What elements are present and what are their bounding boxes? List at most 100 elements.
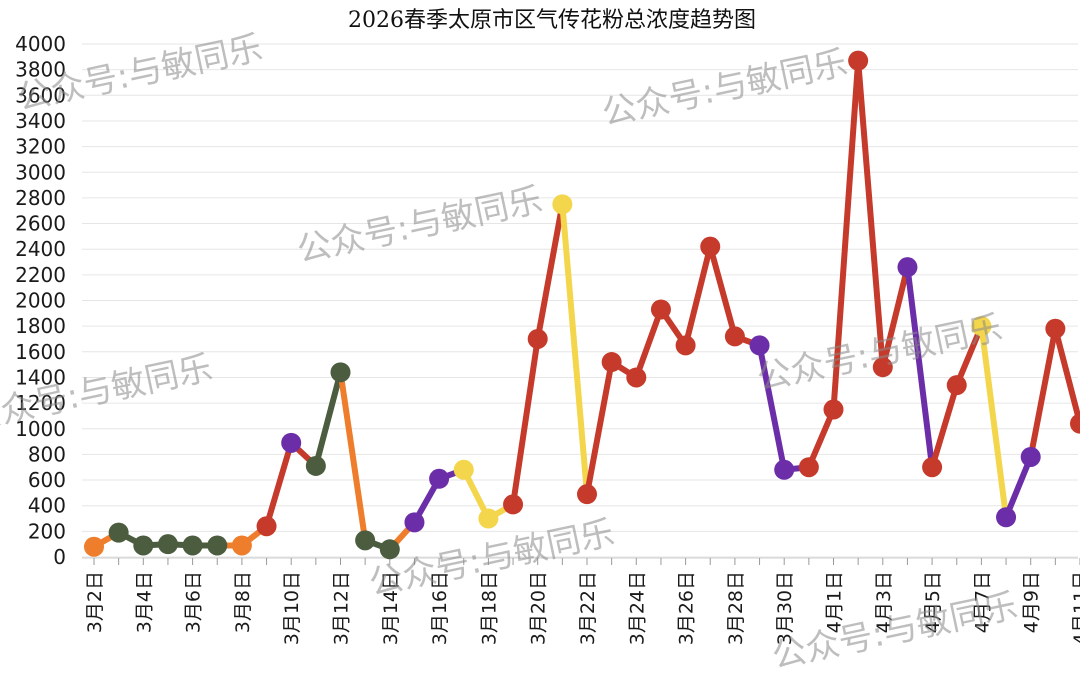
data-point (872, 357, 893, 378)
line-segment (337, 369, 369, 544)
data-point (724, 326, 745, 347)
data-point (922, 457, 943, 478)
y-tick-label: 3200 (15, 135, 66, 159)
x-tick-label: 3月2日 (84, 571, 106, 633)
data-point (527, 328, 548, 349)
data-point (404, 512, 425, 533)
line-segment (978, 323, 1010, 521)
x-tick-label: 3月4日 (133, 571, 155, 633)
watermark-3: 公众号:与敏同乐 (294, 180, 546, 271)
data-point (823, 399, 844, 420)
line-segment (879, 264, 911, 371)
data-point (996, 507, 1017, 528)
grid-layer (82, 43, 1078, 558)
data-point (798, 457, 819, 478)
line-segment (707, 243, 738, 340)
line-segment (805, 406, 837, 471)
y-tick-label: 2200 (15, 263, 66, 287)
y-tick-label: 1400 (15, 365, 66, 389)
y-tick-label: 1800 (15, 314, 66, 338)
data-point (133, 535, 154, 556)
watermark-2: 公众号:与敏同乐 (599, 43, 851, 134)
data-point (281, 432, 302, 453)
line-segment (1027, 325, 1059, 460)
x-tick-label: 4月9日 (1021, 571, 1043, 633)
data-point (84, 536, 104, 557)
data-point (182, 535, 203, 556)
y-tick-label: 800 (28, 442, 66, 466)
line-segment (263, 439, 295, 530)
y-tick-label: 2000 (15, 289, 66, 313)
data-point (848, 50, 869, 71)
data-point (552, 194, 573, 215)
data-point (675, 335, 696, 356)
line-segment (312, 369, 344, 469)
line-segment (584, 359, 615, 498)
x-tick-label: 3月16日 (429, 571, 451, 645)
x-tick-label: 3月8日 (232, 571, 254, 633)
data-point (650, 299, 671, 320)
x-tick-label: 3月6日 (183, 571, 205, 633)
y-tick-label: 2800 (15, 186, 66, 210)
x-tick-label: 3月30日 (774, 571, 796, 645)
series-points (84, 50, 1080, 560)
x-tick-label: 3月24日 (626, 571, 648, 645)
x-axis: 3月2日 3月4日 3月6日 3月8日 3月10日 3月12日 3月14日 3月16日 3月18… (82, 557, 1080, 645)
data-point (231, 535, 252, 556)
line-segment (830, 57, 862, 413)
line-segment (756, 342, 788, 473)
x-tick-label: 3月18日 (478, 571, 500, 645)
line-segment (904, 264, 936, 471)
data-point (207, 535, 228, 556)
data-point (108, 522, 129, 543)
y-tick-label: 3600 (15, 83, 66, 107)
y-tick-label: 1200 (15, 391, 66, 415)
data-point (379, 539, 400, 560)
data-point (256, 516, 277, 537)
line-segment (855, 57, 886, 371)
line-segment (1003, 453, 1034, 521)
x-tick-label: 4月3日 (873, 571, 895, 633)
data-point (601, 352, 622, 373)
x-tick-label: 3月12日 (331, 571, 353, 645)
data-point (700, 236, 721, 257)
data-point (157, 534, 178, 555)
x-tick-label: 3月14日 (380, 571, 402, 645)
x-tick-label: 4月11日 (1070, 571, 1080, 645)
data-point (355, 530, 376, 551)
y-tick-label: 200 (28, 519, 66, 543)
line-segment (510, 335, 541, 508)
data-point (946, 375, 967, 396)
data-point (897, 257, 918, 278)
data-point (1070, 413, 1080, 434)
y-tick-label: 2600 (15, 212, 66, 236)
x-tick-label: 3月22日 (577, 571, 599, 645)
data-point (478, 508, 499, 529)
line-segment (929, 382, 960, 471)
x-tick-label: 3月10日 (281, 571, 303, 645)
y-tick-label: 1000 (15, 417, 66, 441)
y-tick-label: 2400 (15, 237, 66, 261)
line-segment (559, 201, 590, 498)
line-segment (953, 323, 985, 389)
y-tick-label: 4000 (15, 32, 66, 56)
x-tick-label: 3月26日 (676, 571, 698, 645)
y-tick-label: 3800 (15, 58, 66, 82)
data-point (1020, 446, 1041, 467)
data-point (1045, 318, 1066, 339)
data-point (330, 362, 351, 383)
x-tick-label: 4月1日 (824, 571, 846, 633)
y-tick-label: 400 (28, 494, 66, 518)
line-segment (682, 243, 714, 349)
data-point (749, 335, 770, 356)
x-tick-label: 3月20日 (528, 571, 550, 645)
y-tick-label: 3000 (15, 160, 66, 184)
line-segment (1052, 325, 1080, 427)
y-axis: 0200400600800100012001400160018002000220… (15, 32, 66, 569)
data-point (453, 459, 474, 480)
data-point (626, 367, 647, 388)
data-point (577, 484, 597, 505)
data-point (305, 455, 326, 476)
y-tick-label: 600 (28, 468, 66, 492)
chart-title: 2026春季太原市区气传花粉总浓度趋势图 (348, 8, 756, 33)
